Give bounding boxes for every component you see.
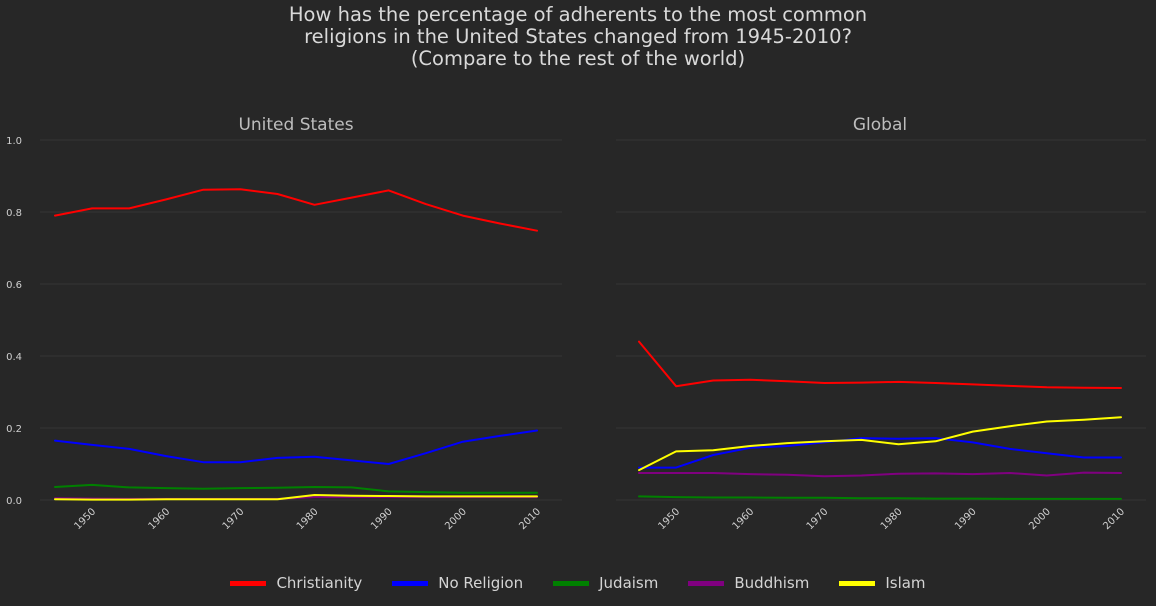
- legend-swatch: [688, 580, 725, 586]
- series-line-christianity: [54, 188, 538, 232]
- y-tick-label: 1.0: [6, 136, 22, 147]
- x-tick-label: 1960: [147, 506, 173, 532]
- x-tick-label: 1950: [72, 506, 98, 532]
- x-tick-label: 1980: [879, 506, 905, 532]
- series-line-judaism: [54, 483, 538, 494]
- legend-label: Islam: [885, 574, 926, 592]
- legend-swatch: [392, 580, 429, 586]
- panel-global: 1950 1960 1970 1980 1990 2000 2010 Global: [616, 115, 1146, 532]
- chart-title-line: (Compare to the rest of the world): [410, 47, 746, 70]
- x-tick-label: 2010: [1101, 506, 1127, 532]
- chart-title-line: religions in the United States changed f…: [304, 25, 852, 48]
- legend-label: Buddhism: [734, 574, 810, 592]
- series-line-christianity: [638, 340, 1122, 389]
- legend-item-buddhism: Buddhism: [688, 574, 809, 592]
- legend-label: Christianity: [276, 574, 363, 592]
- series-line-no-religion: [638, 437, 1122, 469]
- series-line-buddhism: [638, 471, 1122, 478]
- legend-item-islam: Islam: [839, 574, 926, 592]
- series-line-islam: [54, 494, 538, 501]
- y-tick-label: 0.8: [6, 208, 22, 219]
- legend-swatch: [839, 580, 876, 586]
- legend-label: Judaism: [599, 574, 659, 592]
- series-line-islam: [638, 416, 1122, 472]
- x-tick-label: 1990: [953, 506, 979, 532]
- panel-title: United States: [238, 115, 353, 135]
- x-tick-label: 1990: [369, 506, 395, 532]
- y-tick-label: 0.4: [6, 352, 22, 363]
- x-tick-label: 2000: [443, 506, 469, 532]
- panel-united-states: 0.0 0.2 0.4 0.6 0.8 1.0 1950 1960 1970 1980 1990 20…: [6, 115, 562, 532]
- series-line-no-religion: [54, 429, 538, 465]
- y-tick-label: 0.0: [6, 496, 22, 507]
- x-tick-label: 1970: [805, 506, 831, 532]
- x-tick-label: 1960: [731, 506, 757, 532]
- x-tick-label: 1950: [656, 506, 682, 532]
- legend: Christianity No Religion Judaism Buddhism Is…: [0, 574, 1156, 592]
- y-tick-label: 0.2: [6, 424, 22, 435]
- panel-title: Global: [853, 115, 907, 135]
- legend-swatch: [553, 580, 590, 586]
- x-tick-label: 1970: [221, 506, 247, 532]
- legend-label: No Religion: [438, 574, 524, 592]
- y-tick-label: 0.6: [6, 280, 22, 291]
- legend-item-no-religion: No Religion: [392, 574, 523, 592]
- legend-swatch: [230, 580, 267, 586]
- chart-title-line: How has the percentage of adherents to t…: [288, 3, 868, 26]
- legend-item-judaism: Judaism: [553, 574, 658, 592]
- series-line-judaism: [638, 495, 1122, 500]
- x-tick-label: 1980: [295, 506, 321, 532]
- x-tick-label: 2000: [1027, 506, 1053, 532]
- chart-title: How has the percentage of adherents to t…: [0, 4, 1156, 70]
- x-tick-label: 2010: [517, 506, 543, 532]
- legend-item-christianity: Christianity: [230, 574, 362, 592]
